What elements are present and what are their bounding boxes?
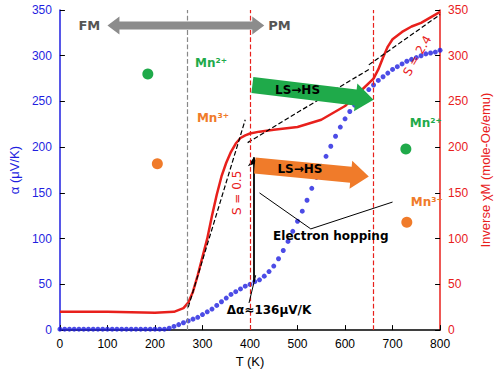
svg-text:150: 150	[32, 186, 52, 200]
svg-text:PM: PM	[268, 18, 290, 33]
svg-text:600: 600	[335, 337, 355, 351]
svg-text:250: 250	[32, 94, 52, 108]
svg-text:250: 250	[448, 94, 468, 108]
svg-text:Δα≈136μV/K: Δα≈136μV/K	[227, 303, 312, 317]
svg-text:Electron hopping: Electron hopping	[273, 229, 388, 243]
svg-text:100: 100	[448, 232, 468, 246]
svg-text:Mn³⁺: Mn³⁺	[411, 195, 443, 209]
svg-text:α (μV/K): α (μV/K)	[7, 146, 22, 194]
svg-text:300: 300	[192, 337, 212, 351]
svg-text:100: 100	[97, 337, 117, 351]
svg-text:50: 50	[448, 277, 462, 291]
svg-text:0: 0	[45, 323, 52, 337]
svg-text:LS→HS: LS→HS	[277, 162, 322, 176]
svg-text:400: 400	[240, 337, 260, 351]
svg-text:LS→HS: LS→HS	[275, 83, 320, 97]
svg-text:S = 0.5: S = 0.5	[230, 171, 244, 215]
svg-text:0: 0	[448, 323, 455, 337]
svg-text:200: 200	[448, 140, 468, 154]
svg-text:50: 50	[39, 277, 53, 291]
svg-text:700: 700	[383, 337, 403, 351]
svg-text:200: 200	[145, 337, 165, 351]
svg-text:200: 200	[32, 140, 52, 154]
svg-text:150: 150	[448, 186, 468, 200]
svg-text:0: 0	[57, 337, 64, 351]
svg-text:Mn²⁺: Mn²⁺	[195, 56, 227, 70]
svg-text:Mn³⁺: Mn³⁺	[197, 111, 229, 125]
svg-text:800: 800	[430, 337, 450, 351]
svg-text:500: 500	[288, 337, 308, 351]
svg-text:T (K): T (K)	[236, 354, 265, 369]
svg-text:100: 100	[32, 232, 52, 246]
svg-text:300: 300	[32, 49, 52, 63]
svg-text:Inverse χM (mole-Oe/emu): Inverse χM (mole-Oe/emu)	[478, 93, 493, 248]
svg-text:350: 350	[32, 3, 52, 17]
svg-text:FM: FM	[78, 18, 100, 33]
svg-text:Mn²⁺: Mn²⁺	[410, 116, 442, 130]
svg-text:350: 350	[448, 3, 468, 17]
svg-text:300: 300	[448, 49, 468, 63]
svg-text:S = 2.4: S = 2.4	[400, 33, 434, 78]
